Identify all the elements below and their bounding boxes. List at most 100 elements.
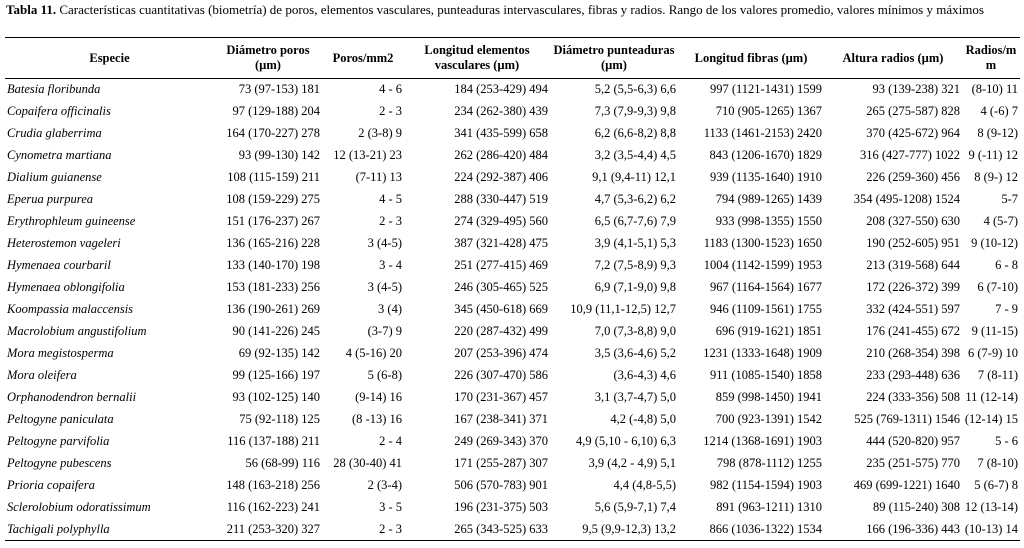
cell-pit-diameter: 4,4 (4,8-5,5) [550,475,678,497]
cell-vessel-length: 341 (435-599) 658 [404,123,550,145]
cell-pore-diameter: 93 (99-130) 142 [214,145,322,167]
cell-fiber-length: 710 (905-1265) 1367 [678,101,824,123]
cell-pores-per-mm2: 12 (13-21) 23 [322,145,404,167]
cell-pores-per-mm2: 2 - 3 [322,519,404,541]
cell-pore-diameter: 116 (162-223) 241 [214,497,322,519]
cell-species: Heterostemon vageleri [5,233,214,255]
cell-vessel-length: 226 (307-470) 586 [404,365,550,387]
cell-fiber-length: 997 (1121-1431) 1599 [678,79,824,101]
cell-vessel-length: 506 (570-783) 901 [404,475,550,497]
cell-vessel-length: 265 (343-525) 633 [404,519,550,541]
cell-pit-diameter: 7,0 (7,3-8,8) 9,0 [550,321,678,343]
cell-pore-diameter: 108 (159-229) 275 [214,189,322,211]
cell-rays-per-mm: 7 (8-11) [962,365,1020,387]
cell-pores-per-mm2: (8 -13) 16 [322,409,404,431]
cell-pore-diameter: 90 (141-226) 245 [214,321,322,343]
cell-pit-diameter: 5,6 (5,9-7,1) 7,4 [550,497,678,519]
cell-fiber-length: 1214 (1368-1691) 1903 [678,431,824,453]
cell-pores-per-mm2: 2 - 3 [322,211,404,233]
cell-species: Mora oleifera [5,365,214,387]
cell-vessel-length: 220 (287-432) 499 [404,321,550,343]
cell-rays-per-mm: 8 (9-) 12 [962,167,1020,189]
cell-ray-height: 332 (424-551) 597 [824,299,962,321]
table-row: Dialium guianense 108 (115-159) 211 (7-11)… [5,167,1020,189]
cell-species: Hymenaea courbaril [5,255,214,277]
cell-pit-diameter: 3,2 (3,5-4,4) 4,5 [550,145,678,167]
cell-fiber-length: 798 (878-1112) 1255 [678,453,824,475]
cell-pore-diameter: 148 (163-218) 256 [214,475,322,497]
table-row: Macrolobium angustifolium 90 (141-226) 24… [5,321,1020,343]
cell-pore-diameter: 75 (92-118) 125 [214,409,322,431]
cell-vessel-length: 171 (255-287) 307 [404,453,550,475]
cell-vessel-length: 345 (450-618) 669 [404,299,550,321]
cell-rays-per-mm: 8 (9-12) [962,123,1020,145]
cell-species: Mora megistosperma [5,343,214,365]
table-row: Peltogyne paniculata 75 (92-118) 125 (8 -1… [5,409,1020,431]
cell-vessel-length: 387 (321-428) 475 [404,233,550,255]
cell-pit-diameter: 4,7 (5,3-6,2) 6,2 [550,189,678,211]
header-diametro-punteaduras: Diámetro punteaduras (µm) [550,38,678,79]
cell-rays-per-mm: 5 - 6 [962,431,1020,453]
cell-species: Eperua purpurea [5,189,214,211]
cell-pores-per-mm2: 3 - 4 [322,255,404,277]
cell-species: Peltogyne paniculata [5,409,214,431]
cell-ray-height: 176 (241-455) 672 [824,321,962,343]
cell-species: Batesia floribunda [5,79,214,101]
cell-fiber-length: 1004 (1142-1599) 1953 [678,255,824,277]
table-row: Hymenaea courbaril 133 (140-170) 198 3 - 4… [5,255,1020,277]
cell-rays-per-mm: (8-10) 11 [962,79,1020,101]
cell-species: Sclerolobium odoratissimum [5,497,214,519]
cell-ray-height: 233 (293-448) 636 [824,365,962,387]
cell-ray-height: 172 (226-372) 399 [824,277,962,299]
header-radios-mm: Radios/m m [962,38,1020,79]
cell-ray-height: 525 (769-1311) 1546 [824,409,962,431]
cell-pores-per-mm2: 3 (4) [322,299,404,321]
cell-pores-per-mm2: 2 (3-8) 9 [322,123,404,145]
cell-species: Peltogyne parvifolia [5,431,214,453]
cell-ray-height: 370 (425-672) 964 [824,123,962,145]
cell-ray-height: 469 (699-1221) 1640 [824,475,962,497]
cell-vessel-length: 246 (305-465) 525 [404,277,550,299]
table-body: Batesia floribunda 73 (97-153) 181 4 - 6 18… [5,79,1020,541]
cell-pit-diameter: 9,1 (9,4-11) 12,1 [550,167,678,189]
cell-pit-diameter: (3,6-4,3) 4,6 [550,365,678,387]
cell-ray-height: 93 (139-238) 321 [824,79,962,101]
cell-pit-diameter: 9,5 (9,9-12,3) 13,2 [550,519,678,541]
caption-label: Tabla 11. [6,2,56,17]
table-row: Tachigali polyphylla 211 (253-320) 327 2 -… [5,519,1020,541]
table-row: Cynometra martiana 93 (99-130) 142 12 (13-… [5,145,1020,167]
cell-pores-per-mm2: 4 - 6 [322,79,404,101]
cell-ray-height: 213 (319-568) 644 [824,255,962,277]
table-row: Peltogyne parvifolia 116 (137-188) 211 2 -… [5,431,1020,453]
cell-fiber-length: 946 (1109-1561) 1755 [678,299,824,321]
cell-pores-per-mm2: 3 - 5 [322,497,404,519]
cell-pit-diameter: 7,2 (7,5-8,9) 9,3 [550,255,678,277]
cell-pit-diameter: 5,2 (5,5-6,3) 6,6 [550,79,678,101]
cell-species: Hymenaea oblongifolia [5,277,214,299]
cell-fiber-length: 967 (1164-1564) 1677 [678,277,824,299]
cell-fiber-length: 891 (963-1211) 1310 [678,497,824,519]
cell-ray-height: 444 (520-820) 957 [824,431,962,453]
cell-pit-diameter: 10,9 (11,1-12,5) 12,7 [550,299,678,321]
cell-rays-per-mm: 4 (-6) 7 [962,101,1020,123]
cell-pore-diameter: 73 (97-153) 181 [214,79,322,101]
cell-fiber-length: 794 (989-1265) 1439 [678,189,824,211]
cell-pore-diameter: 136 (165-216) 228 [214,233,322,255]
cell-species: Tachigali polyphylla [5,519,214,541]
header-especie: Especie [5,38,214,79]
cell-fiber-length: 700 (923-1391) 1542 [678,409,824,431]
cell-fiber-length: 911 (1085-1540) 1858 [678,365,824,387]
cell-pore-diameter: 164 (170-227) 278 [214,123,322,145]
cell-fiber-length: 1183 (1300-1523) 1650 [678,233,824,255]
cell-pores-per-mm2: 2 - 4 [322,431,404,453]
cell-vessel-length: 224 (292-387) 406 [404,167,550,189]
cell-rays-per-mm: 12 (13-14) [962,497,1020,519]
cell-rays-per-mm: 5 (6-7) 8 [962,475,1020,497]
cell-ray-height: 208 (327-550) 630 [824,211,962,233]
cell-vessel-length: 207 (253-396) 474 [404,343,550,365]
cell-rays-per-mm: (10-13) 14 [962,519,1020,541]
cell-pore-diameter: 153 (181-233) 256 [214,277,322,299]
cell-ray-height: 224 (333-356) 508 [824,387,962,409]
cell-pit-diameter: 6,2 (6,6-8,2) 8,8 [550,123,678,145]
table-row: Mora oleifera 99 (125-166) 197 5 (6-8) 226 … [5,365,1020,387]
